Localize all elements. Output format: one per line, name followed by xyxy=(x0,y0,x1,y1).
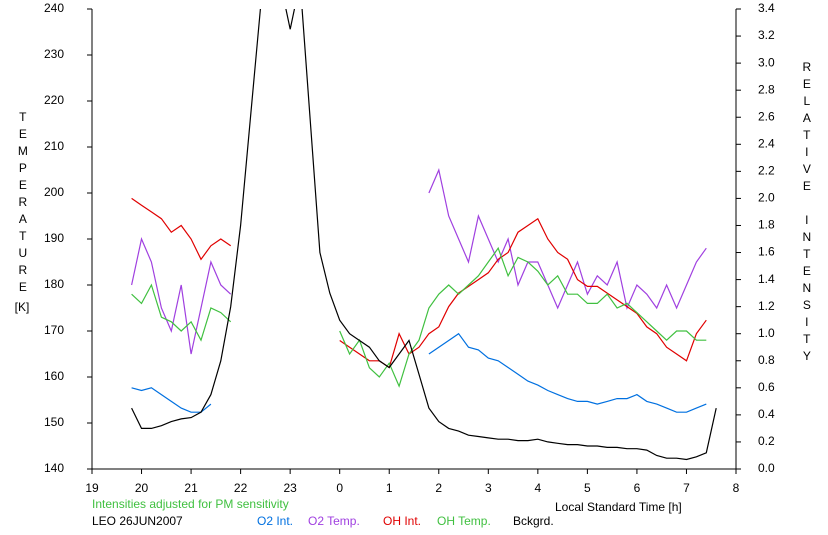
y-tick-label: 210 xyxy=(44,139,64,153)
x-tick-label: 23 xyxy=(283,481,297,495)
y-axis-unit: [K] xyxy=(15,300,30,314)
y-tick-label: 170 xyxy=(44,323,64,337)
x-tick-label: 2 xyxy=(435,481,442,495)
y2-tick-label: 2.8 xyxy=(758,82,775,96)
x-tick-label: 8 xyxy=(733,481,740,495)
y-tick-label: 150 xyxy=(44,415,64,429)
y-tick-label: 200 xyxy=(44,185,64,199)
y2-tick-label: 0.2 xyxy=(758,434,775,448)
x-tick-label: 20 xyxy=(135,481,149,495)
y2-axis-label: RELATIVE INTENSITY xyxy=(800,60,814,366)
y2-tick-label: 3.4 xyxy=(758,1,775,15)
y2-tick-label: 2.0 xyxy=(758,191,775,205)
legend-entry: Bckgrd. xyxy=(513,514,554,528)
y2-tick-label: 3.0 xyxy=(758,55,775,69)
y2-tick-label: 2.2 xyxy=(758,164,775,178)
x-tick-label: 5 xyxy=(584,481,591,495)
y2-tick-label: 1.8 xyxy=(758,218,775,232)
y-tick-label: 140 xyxy=(44,461,64,475)
note: Intensities adjusted for PM sensitivity xyxy=(92,497,289,511)
x-tick-label: 0 xyxy=(336,481,343,495)
x-axis-label: Local Standard Time [h] xyxy=(555,500,682,514)
y-tick-label: 160 xyxy=(44,369,64,383)
y2-tick-label: 2.4 xyxy=(758,136,775,150)
y2-tick-label: 3.2 xyxy=(758,28,775,42)
x-tick-label: 22 xyxy=(234,481,248,495)
x-tick-label: 21 xyxy=(184,481,198,495)
y2-tick-label: 0.4 xyxy=(758,407,775,421)
y-tick-label: 220 xyxy=(44,93,64,107)
x-tick-label: 3 xyxy=(485,481,492,495)
y2-tick-label: 1.6 xyxy=(758,245,775,259)
y2-tick-label: 0.6 xyxy=(758,380,775,394)
y2-tick-label: 0.0 xyxy=(758,461,775,475)
y2-tick-label: 1.2 xyxy=(758,299,775,313)
y2-tick-label: 0.8 xyxy=(758,353,775,367)
y2-tick-label: 2.6 xyxy=(758,109,775,123)
legend-entry: OH Temp. xyxy=(437,514,491,528)
y2-tick-label: 1.4 xyxy=(758,272,775,286)
legend-entry: OH Int. xyxy=(383,514,421,528)
x-tick-label: 4 xyxy=(535,481,542,495)
site-date: LEO 26JUN2007 xyxy=(92,514,183,528)
x-tick-label: 7 xyxy=(683,481,690,495)
series-line xyxy=(131,246,707,388)
series-line xyxy=(131,332,707,413)
series-line xyxy=(131,9,717,461)
x-tick-label: 1 xyxy=(386,481,393,495)
y-tick-label: 240 xyxy=(44,1,64,15)
series-line xyxy=(131,168,707,355)
series-line xyxy=(131,197,707,369)
y2-tick-label: 1.0 xyxy=(758,326,775,340)
legend-entry: O2 Temp. xyxy=(308,514,360,528)
x-tick-label: 19 xyxy=(85,481,99,495)
legend-entry: O2 Int. xyxy=(257,514,293,528)
y-axis-label: TEMPERATURE xyxy=(16,110,30,297)
plot-area xyxy=(131,9,717,461)
y-tick-label: 230 xyxy=(44,47,64,61)
x-tick-label: 6 xyxy=(634,481,641,495)
y-tick-label: 190 xyxy=(44,231,64,245)
y-tick-label: 180 xyxy=(44,277,64,291)
